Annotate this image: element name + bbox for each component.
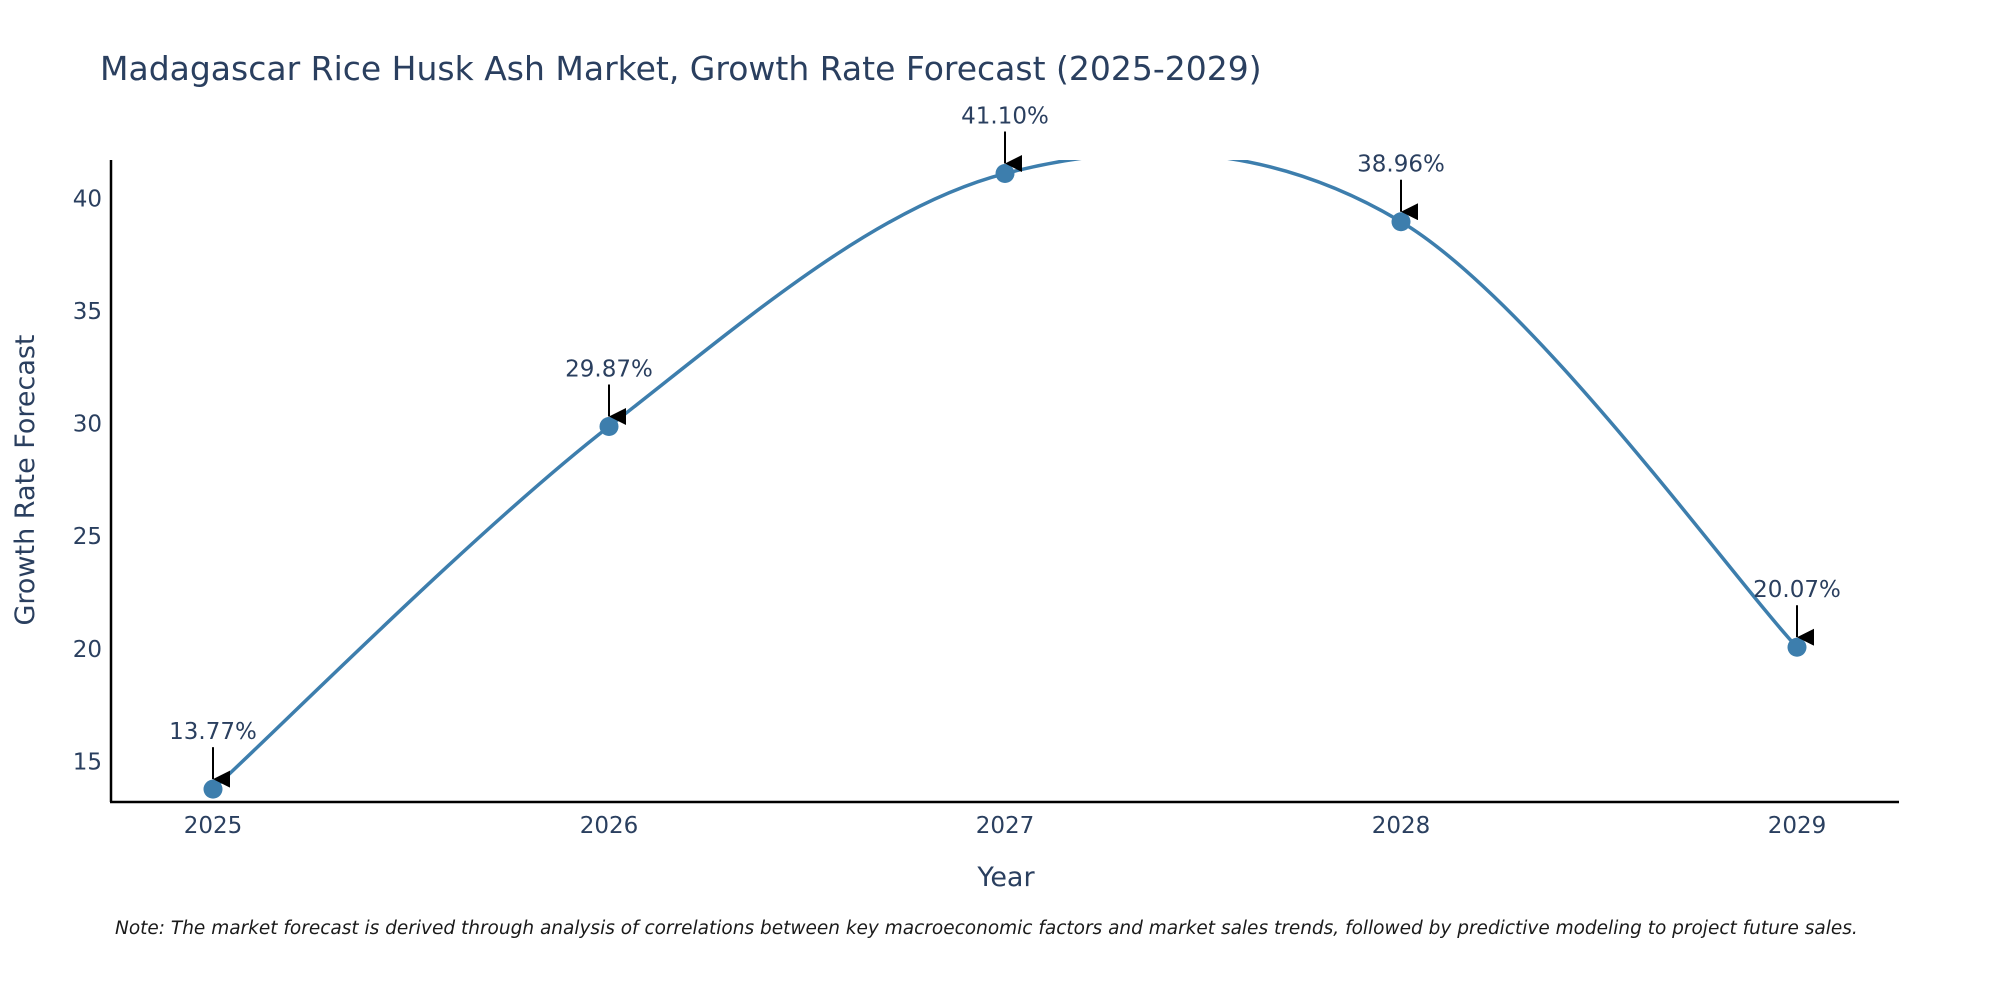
y-tick-label-25: 25 (73, 524, 102, 550)
y-tick-label-40: 40 (73, 186, 102, 212)
data-labels-group: 13.77% 29.87% 41.10% 38.96% 20.07% (169, 104, 1841, 788)
x-axis-title: Year (976, 862, 1035, 893)
data-point-2026 (599, 416, 619, 436)
y-tick-labels-group: 15 20 25 30 35 40 (73, 186, 102, 775)
x-tick-label-2026: 2026 (580, 813, 639, 839)
chart-title: Madagascar Rice Husk Ash Market, Growth … (100, 49, 1262, 88)
series-line-group (211, 160, 1799, 791)
data-label-2027: 41.10% (961, 104, 1049, 130)
data-label-2029: 20.07% (1753, 577, 1841, 603)
x-tick-label-2029: 2029 (1768, 813, 1827, 839)
data-markers-group (203, 164, 1807, 799)
data-point-2027 (995, 164, 1015, 184)
x-tick-label-2025: 2025 (184, 813, 243, 839)
y-tick-label-20: 20 (73, 637, 102, 663)
y-axis-title: Growth Rate Forecast (10, 334, 41, 625)
data-point-2025 (203, 779, 223, 799)
series-line (211, 160, 1799, 791)
data-point-2028 (1391, 212, 1411, 232)
forecast-note: Note: The market forecast is derived thr… (115, 918, 1858, 939)
x-tick-label-2027: 2027 (976, 813, 1035, 839)
data-label-2026: 29.87% (565, 356, 653, 382)
y-tick-label-35: 35 (73, 299, 102, 325)
x-tick-labels-group: 2025 2026 2027 2028 2029 (184, 813, 1827, 839)
data-label-2028: 38.96% (1357, 152, 1445, 178)
data-point-2029 (1787, 637, 1807, 657)
y-tick-label-30: 30 (73, 412, 102, 438)
x-tick-label-2028: 2028 (1372, 813, 1431, 839)
data-label-2025: 13.77% (169, 719, 257, 745)
y-tick-label-15: 15 (73, 749, 102, 775)
